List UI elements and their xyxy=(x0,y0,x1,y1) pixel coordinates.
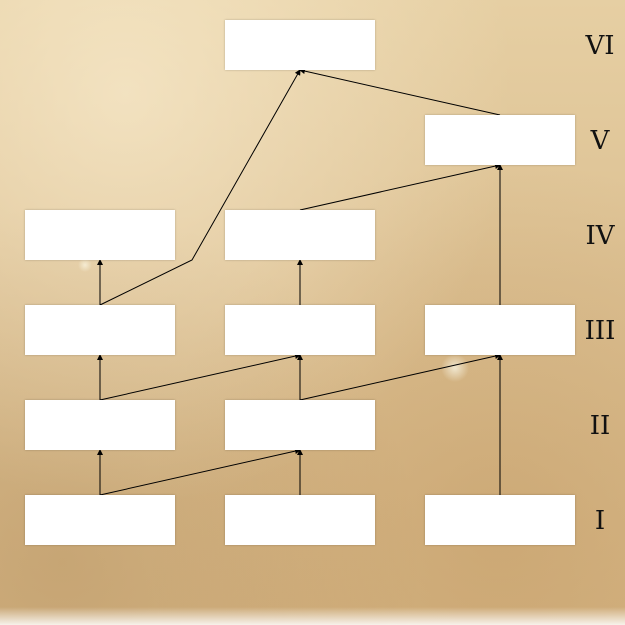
arrow-iv-2-to-v-3 xyxy=(299,163,501,211)
box-level-iii-right xyxy=(425,305,575,355)
box-level-ii-left xyxy=(25,400,175,450)
box-level-v xyxy=(425,115,575,165)
box-level-iii-left xyxy=(25,305,175,355)
box-level-iv-center xyxy=(225,210,375,260)
arrow-ii-1-to-iii-2 xyxy=(99,353,301,401)
level-label-iv: IV xyxy=(585,221,615,251)
box-level-ii-center xyxy=(225,400,375,450)
box-level-i-center xyxy=(225,495,375,545)
arrow-i-1-to-ii-2 xyxy=(99,448,301,496)
box-level-i-right xyxy=(425,495,575,545)
box-level-iii-center xyxy=(225,305,375,355)
box-level-i-left xyxy=(25,495,175,545)
level-label-iii: III xyxy=(584,316,616,346)
level-label-i: I xyxy=(594,506,606,536)
arrow-ii-2-to-iii-3 xyxy=(299,353,501,401)
level-label-ii: II xyxy=(589,411,611,441)
level-label-vi: VI xyxy=(585,31,615,61)
arrow-v-3-to-vi-2 xyxy=(299,68,501,116)
box-level-iv-left xyxy=(25,210,175,260)
arrow-iii-1-to-vi-2 xyxy=(99,69,301,306)
level-label-v: V xyxy=(590,126,610,156)
box-level-vi xyxy=(225,20,375,70)
